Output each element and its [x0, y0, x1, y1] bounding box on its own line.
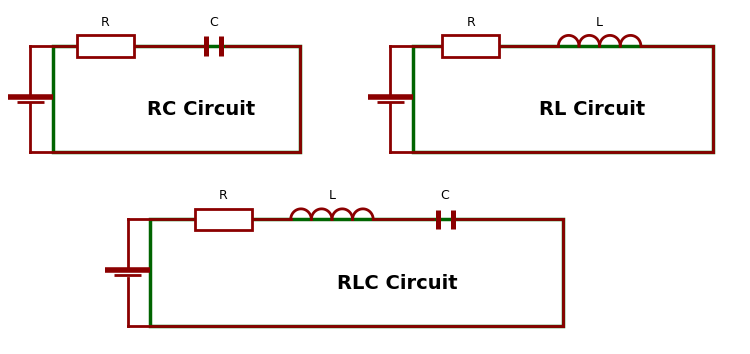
Text: RL Circuit: RL Circuit — [539, 100, 646, 119]
Text: R: R — [219, 189, 227, 202]
Bar — [413, 46, 712, 152]
Text: RLC Circuit: RLC Circuit — [338, 274, 458, 293]
Text: L: L — [328, 189, 335, 202]
Text: L: L — [596, 16, 603, 29]
Text: C: C — [209, 16, 218, 29]
Text: RC Circuit: RC Circuit — [147, 100, 255, 119]
Text: R: R — [101, 16, 110, 29]
Bar — [77, 35, 134, 57]
Text: R: R — [466, 16, 475, 29]
Bar — [150, 219, 562, 326]
Text: C: C — [441, 189, 449, 202]
Bar — [442, 35, 499, 57]
Bar — [195, 209, 252, 230]
Bar — [53, 46, 300, 152]
